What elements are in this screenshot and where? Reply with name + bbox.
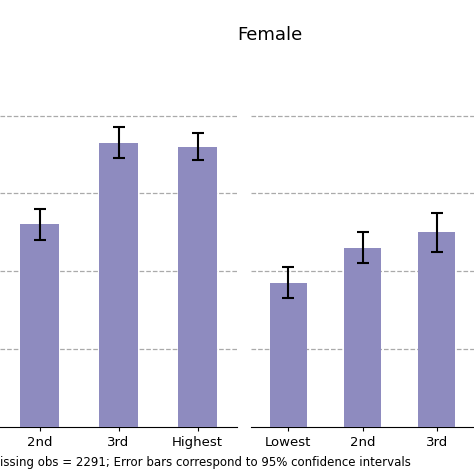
Text: Female: Female — [237, 26, 302, 44]
Bar — [418, 232, 456, 427]
Bar — [99, 143, 138, 427]
Bar — [178, 147, 217, 427]
Bar — [344, 248, 381, 427]
Bar — [270, 283, 307, 427]
Text: issing obs = 2291; Error bars correspond to 95% confidence intervals: issing obs = 2291; Error bars correspond… — [0, 456, 411, 469]
Bar — [20, 225, 59, 427]
